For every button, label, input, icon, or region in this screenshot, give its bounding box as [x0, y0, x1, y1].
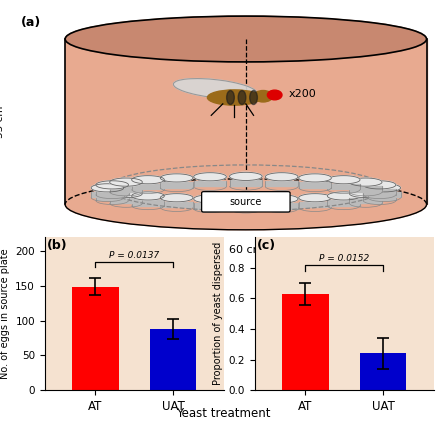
- Ellipse shape: [266, 173, 298, 181]
- Polygon shape: [266, 181, 298, 187]
- Polygon shape: [299, 182, 331, 187]
- Ellipse shape: [110, 190, 142, 198]
- Ellipse shape: [350, 190, 382, 198]
- Y-axis label: Proportion of yeast dispersed: Proportion of yeast dispersed: [213, 242, 223, 385]
- Text: 35 cm: 35 cm: [0, 106, 5, 138]
- Ellipse shape: [327, 192, 360, 200]
- Polygon shape: [363, 195, 396, 201]
- Ellipse shape: [160, 174, 193, 182]
- Polygon shape: [160, 202, 193, 207]
- Ellipse shape: [229, 195, 262, 204]
- Ellipse shape: [299, 194, 331, 202]
- Text: 60 cm: 60 cm: [228, 245, 263, 255]
- Text: x200: x200: [289, 89, 316, 100]
- Polygon shape: [350, 198, 382, 203]
- Ellipse shape: [194, 195, 226, 203]
- Bar: [282, 294, 329, 390]
- Ellipse shape: [229, 172, 262, 181]
- Ellipse shape: [363, 181, 396, 189]
- Polygon shape: [327, 184, 360, 190]
- Ellipse shape: [65, 179, 426, 230]
- Ellipse shape: [327, 176, 360, 184]
- Ellipse shape: [194, 173, 226, 181]
- FancyBboxPatch shape: [202, 192, 290, 212]
- Polygon shape: [132, 200, 164, 206]
- Ellipse shape: [267, 90, 282, 100]
- Ellipse shape: [253, 91, 273, 102]
- Polygon shape: [363, 189, 396, 195]
- Text: (b): (b): [47, 239, 67, 252]
- Ellipse shape: [238, 91, 246, 104]
- Ellipse shape: [299, 174, 331, 182]
- Text: (a): (a): [21, 16, 41, 29]
- Polygon shape: [299, 202, 331, 207]
- Text: P = 0.0152: P = 0.0152: [319, 254, 369, 263]
- Ellipse shape: [363, 187, 396, 195]
- Polygon shape: [91, 192, 124, 198]
- Polygon shape: [368, 192, 401, 198]
- Ellipse shape: [160, 194, 193, 202]
- Ellipse shape: [96, 181, 128, 189]
- Ellipse shape: [173, 78, 257, 99]
- Ellipse shape: [227, 91, 234, 104]
- Ellipse shape: [91, 184, 124, 192]
- Polygon shape: [160, 182, 193, 187]
- Ellipse shape: [250, 91, 257, 104]
- Bar: [72, 287, 118, 390]
- Polygon shape: [132, 184, 164, 190]
- Polygon shape: [110, 186, 142, 192]
- Polygon shape: [96, 195, 128, 201]
- Y-axis label: No. of eggs in source plate: No. of eggs in source plate: [0, 248, 10, 379]
- Text: source: source: [230, 197, 262, 207]
- Polygon shape: [194, 203, 226, 209]
- Polygon shape: [229, 204, 262, 209]
- Bar: [360, 354, 406, 390]
- Text: P = 0.0137: P = 0.0137: [109, 251, 159, 260]
- Ellipse shape: [368, 184, 401, 192]
- Text: Yeast treatment: Yeast treatment: [176, 407, 271, 420]
- Ellipse shape: [350, 178, 382, 186]
- Polygon shape: [96, 189, 128, 195]
- Bar: [150, 329, 196, 390]
- Polygon shape: [110, 198, 142, 203]
- Polygon shape: [350, 186, 382, 192]
- Ellipse shape: [132, 192, 164, 200]
- Ellipse shape: [96, 187, 128, 195]
- Polygon shape: [327, 200, 360, 206]
- Polygon shape: [194, 181, 226, 187]
- Ellipse shape: [266, 195, 298, 203]
- Ellipse shape: [207, 90, 261, 105]
- Ellipse shape: [110, 178, 142, 186]
- Polygon shape: [65, 39, 426, 204]
- Polygon shape: [266, 203, 298, 209]
- Ellipse shape: [65, 16, 426, 62]
- Polygon shape: [229, 181, 262, 186]
- Ellipse shape: [132, 176, 164, 184]
- Text: (c): (c): [257, 239, 276, 252]
